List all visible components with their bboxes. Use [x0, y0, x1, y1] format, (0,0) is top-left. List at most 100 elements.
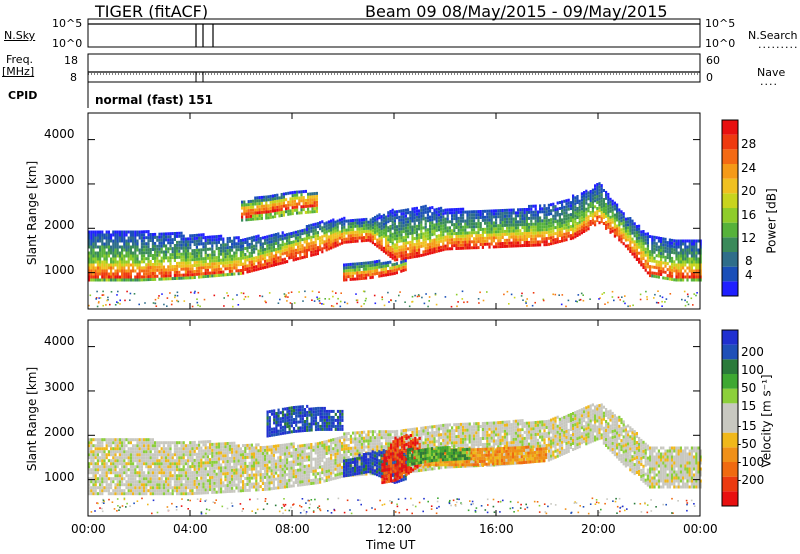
power-cell — [437, 243, 440, 247]
power-cell — [640, 233, 643, 237]
power-cell — [334, 235, 337, 239]
power-cell — [228, 266, 231, 270]
power-cell — [316, 252, 319, 256]
power-cell — [602, 204, 605, 207]
power-cell — [391, 256, 394, 260]
power-cell — [435, 219, 438, 223]
power-cell — [213, 238, 216, 242]
power-cell — [697, 272, 700, 276]
power-speckle-dot — [373, 294, 376, 297]
velocity-cell — [147, 477, 150, 481]
power-cell — [222, 249, 225, 253]
power-cell — [228, 272, 231, 276]
velocity-cell — [215, 451, 218, 455]
power-cell — [297, 236, 300, 240]
power-cell — [376, 269, 379, 272]
velocity-cell — [147, 489, 150, 493]
velocity-cell — [147, 450, 150, 454]
power-cell — [309, 198, 312, 202]
power-cell — [127, 263, 130, 267]
power-cell — [143, 239, 146, 243]
power-cell — [534, 222, 537, 226]
power-speckle-dot — [311, 290, 314, 293]
power-cell — [173, 235, 176, 238]
velocity-cell — [147, 438, 150, 442]
velocity-cell — [191, 489, 194, 493]
velocity-cell — [114, 483, 117, 487]
power-cell — [169, 256, 172, 260]
power-cell — [178, 276, 181, 280]
power-cell — [492, 233, 495, 237]
power-cell — [176, 276, 179, 280]
velocity-cell — [184, 474, 187, 478]
velocity-cell — [103, 468, 106, 472]
power-cell — [237, 272, 240, 276]
power-cell — [629, 223, 632, 226]
power-cell — [325, 236, 328, 240]
power-cell — [398, 224, 401, 228]
power-cell — [598, 185, 601, 189]
power-cell — [169, 265, 172, 269]
power-cell — [393, 213, 396, 217]
velocity-cell — [180, 447, 183, 451]
velocity-cell — [195, 443, 198, 447]
power-cell — [409, 249, 412, 253]
power-cell — [374, 227, 377, 231]
power-cell — [455, 238, 458, 241]
power-cell — [228, 257, 231, 261]
velocity-cell — [134, 486, 137, 490]
velocity-cell — [200, 446, 203, 450]
velocity-cell — [191, 441, 194, 445]
velocity-cell — [101, 477, 104, 481]
power-cell — [178, 273, 181, 277]
power-cell — [387, 214, 390, 218]
velocity-cell — [169, 453, 172, 457]
power-cell — [338, 218, 341, 222]
power-cell — [314, 237, 317, 241]
power-cell — [200, 266, 203, 270]
power-cell — [618, 220, 621, 224]
velocity-cell — [129, 453, 132, 457]
velocity-cell — [134, 477, 137, 481]
power-cell — [222, 264, 225, 268]
power-cell — [167, 256, 170, 260]
velocity-cell — [165, 480, 168, 484]
power-cell — [224, 273, 227, 277]
power-cell — [552, 226, 555, 230]
power-cell — [488, 242, 491, 246]
power-cell — [668, 250, 671, 254]
power-cell — [189, 261, 192, 265]
power-cell — [545, 243, 548, 247]
velocity-cell — [92, 459, 95, 463]
power-cell — [129, 248, 132, 252]
velocity-cell — [182, 471, 185, 475]
power-cell — [145, 272, 148, 276]
power-cell — [247, 212, 250, 216]
power-cell — [547, 203, 550, 207]
power-cell — [453, 208, 456, 212]
power-cell — [609, 215, 612, 219]
power-cell — [651, 259, 654, 263]
velocity-cell — [149, 492, 152, 496]
power-cell — [523, 244, 526, 247]
power-cell — [171, 232, 174, 236]
power-cell — [160, 247, 163, 251]
power-cell — [525, 235, 528, 238]
velocity-cell — [101, 447, 104, 451]
velocity-cell — [156, 486, 159, 490]
power-cell — [222, 252, 225, 256]
power-cell — [211, 244, 214, 248]
power-cell — [96, 233, 99, 237]
power-cell — [263, 195, 266, 199]
power-cell — [517, 226, 520, 230]
power-cell — [256, 196, 259, 200]
power-cell — [429, 209, 432, 213]
velocity-cell — [211, 466, 214, 470]
velocity-cell — [204, 485, 207, 489]
power-cell — [378, 228, 381, 232]
power-speckle-dot — [119, 299, 121, 302]
power-cell — [402, 221, 405, 225]
power-cell — [254, 196, 257, 200]
power-cell — [666, 244, 669, 248]
power-cell — [435, 246, 438, 250]
